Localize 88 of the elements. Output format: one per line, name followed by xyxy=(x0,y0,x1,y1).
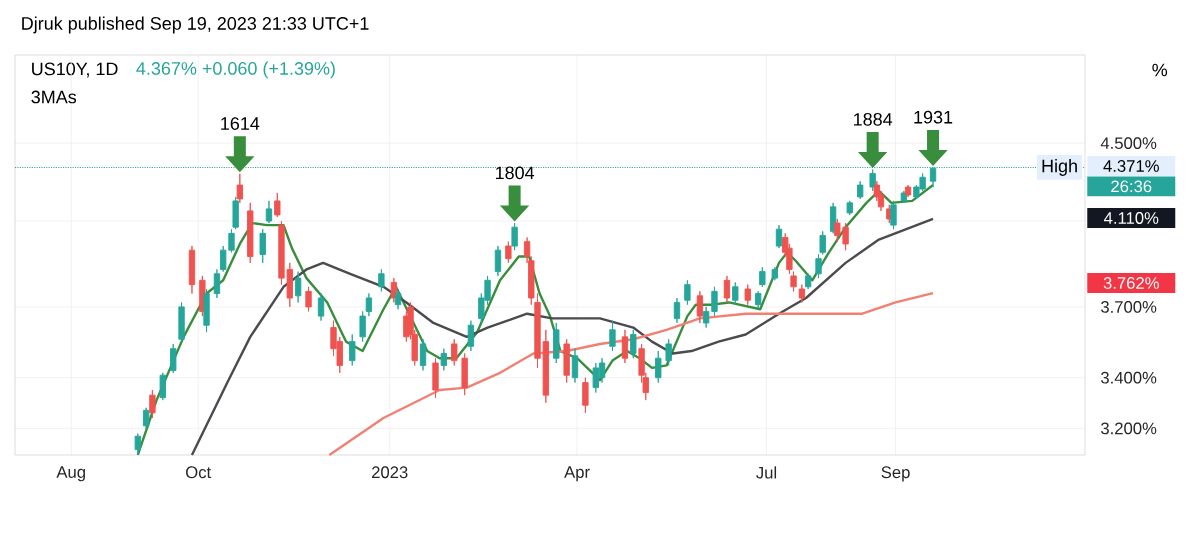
candlestick xyxy=(755,290,762,310)
candlestick xyxy=(213,269,221,299)
candlestick xyxy=(571,348,579,384)
candlestick xyxy=(494,245,502,277)
annotation: 3MAs xyxy=(31,90,77,104)
candlestick xyxy=(170,343,177,374)
candlestick xyxy=(790,271,797,292)
candlestick xyxy=(723,275,731,303)
candlestick xyxy=(702,306,710,329)
y-tick-label: 4.500% xyxy=(1100,137,1157,150)
candlestick xyxy=(804,273,812,290)
candlestick xyxy=(775,224,783,249)
x-tick-label: Jul xyxy=(756,466,777,479)
candlestick xyxy=(365,293,373,317)
candlestick xyxy=(134,433,142,456)
candlestick xyxy=(819,230,826,255)
candlestick xyxy=(203,288,210,333)
candlestick xyxy=(904,184,912,198)
annotation: 1884 xyxy=(854,112,893,126)
candlestick xyxy=(846,200,853,216)
candlestick xyxy=(178,301,185,343)
candlestick xyxy=(609,320,616,352)
candlestick xyxy=(259,228,266,264)
candlestick xyxy=(359,310,366,343)
candlestick xyxy=(451,338,458,366)
candlestick xyxy=(798,284,806,303)
candlestick xyxy=(142,407,150,429)
annotation: 1614 xyxy=(221,117,260,130)
candlestick xyxy=(188,245,196,294)
candlestick xyxy=(665,338,672,366)
x-tick-label: Apr xyxy=(564,466,590,482)
candlestick xyxy=(461,352,468,396)
candlestick xyxy=(159,372,166,401)
text: % xyxy=(1152,63,1168,77)
candlestick xyxy=(553,322,560,364)
y-tick-label: 3.200% xyxy=(1101,422,1157,435)
chart-title: Djruk published Sep 19, 2023 21:33 UTC+1 xyxy=(22,16,369,34)
candlestick xyxy=(771,266,778,281)
y-tick-label: 3.700% xyxy=(1101,301,1157,313)
text: 3.762% xyxy=(1103,277,1159,289)
candlestick xyxy=(378,269,385,292)
line-series xyxy=(190,217,935,457)
candlestick xyxy=(890,200,897,230)
candlestick xyxy=(419,338,427,371)
candlestick xyxy=(274,192,281,218)
text: 26:36 xyxy=(1111,180,1152,193)
candlestick xyxy=(232,196,239,230)
candlestick xyxy=(815,253,822,279)
x-tick-label: Sep xyxy=(881,466,910,482)
candlestick xyxy=(349,334,356,366)
text: 4.371% xyxy=(1103,160,1159,172)
candlestick xyxy=(630,329,637,359)
annotation: 1931 xyxy=(914,110,953,124)
candlestick xyxy=(294,271,302,303)
candlestick xyxy=(511,222,518,251)
candlestick xyxy=(857,180,864,200)
candlestick xyxy=(505,241,512,264)
ref-line-label: High xyxy=(1042,159,1077,176)
candlestick xyxy=(467,320,475,352)
candlestick xyxy=(149,389,156,419)
x-tick-label: Aug xyxy=(56,466,85,482)
candlestick xyxy=(440,348,448,371)
candlestick xyxy=(655,350,662,384)
candlestick xyxy=(563,338,570,384)
text: 4.110% xyxy=(1104,212,1159,224)
candlestick xyxy=(236,173,244,204)
x-tick-label: Oct xyxy=(186,466,212,479)
candlestick xyxy=(317,293,325,322)
candlestick xyxy=(432,357,439,399)
candlestick xyxy=(684,279,691,306)
y-tick-label: 3.400% xyxy=(1101,371,1157,384)
candlestick xyxy=(732,281,739,306)
candlestick xyxy=(621,329,629,364)
chart-subtitle: US10Y, 1D xyxy=(32,62,118,78)
x-tick-label: 2023 xyxy=(372,466,408,479)
candlestick xyxy=(265,200,273,224)
candlestick xyxy=(711,286,718,317)
candlestick xyxy=(744,284,751,306)
candlestick xyxy=(305,286,312,312)
annotation: 4.367% +0.060 (+1.39%) xyxy=(136,61,335,79)
line-series xyxy=(136,183,935,457)
candlestick xyxy=(247,202,254,264)
candlestick xyxy=(673,297,681,324)
annotation: 1804 xyxy=(495,166,535,180)
candlestick xyxy=(394,288,402,310)
candlestick xyxy=(582,377,589,414)
candlestick xyxy=(759,266,766,288)
candlestick xyxy=(696,290,704,324)
